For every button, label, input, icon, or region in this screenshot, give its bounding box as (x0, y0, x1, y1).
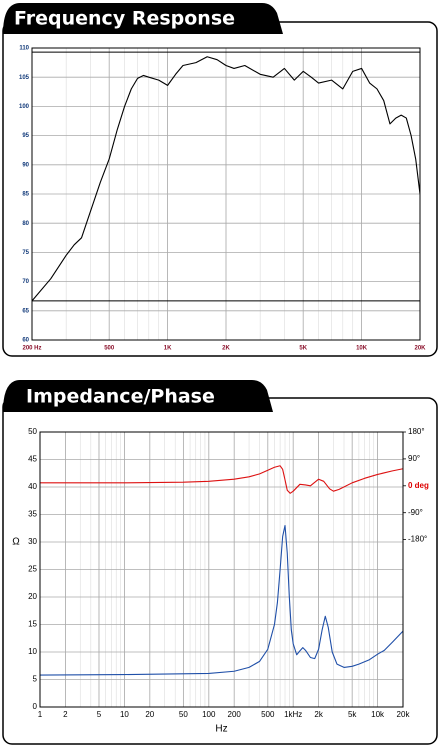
x-tick-label: 10k (371, 710, 385, 719)
panel-frame (2, 21, 438, 357)
y-tick-label: 110 (19, 46, 29, 52)
x-tick-label: 100 (202, 710, 216, 719)
x-tick-label: 5 (97, 710, 102, 719)
plot-frame (39, 431, 404, 708)
y-tick-label: 45 (28, 455, 37, 464)
y2-tick-label: 0 deg (408, 481, 429, 490)
y-tick-label: 20 (28, 592, 37, 601)
x-axis-label: Hz (215, 724, 227, 735)
x-tick-label: 5K (299, 346, 307, 352)
y-tick-label: 30 (28, 537, 37, 546)
x-tick-label: 10 (120, 710, 129, 719)
x-tick-label: 500 (104, 346, 115, 352)
x-tick-label: 2 (63, 710, 68, 719)
series-line (39, 524, 404, 676)
panel-tab (3, 3, 283, 34)
x-tick-label: 1 (38, 710, 43, 719)
y-tick-label: 75 (22, 250, 29, 256)
panel-tab (3, 380, 273, 412)
y-tick-label: 5 (33, 675, 38, 684)
y-tick-label: 100 (19, 104, 30, 110)
x-tick-label: 20K (414, 346, 426, 352)
x-tick-label: 200 (228, 710, 242, 719)
y-axis-label: Ω (12, 537, 20, 548)
x-tick-label: 500 (261, 710, 275, 719)
panel-frame (2, 397, 438, 745)
x-tick-label: 50 (179, 710, 188, 719)
y2-tick-label: -90° (408, 508, 423, 517)
plot-frame (31, 47, 421, 341)
x-tick-label: 20k (397, 710, 411, 719)
y-tick-label: 40 (28, 482, 37, 491)
y-tick-label: 0 (33, 702, 38, 711)
y-tick-label: 50 (28, 427, 37, 436)
y-tick-label: 80 (22, 221, 29, 227)
y-tick-label: 95 (22, 133, 29, 139)
x-tick-label: 1K (164, 346, 172, 352)
x-tick-label: 2K (222, 346, 230, 352)
series-line (40, 465, 404, 494)
series-line (31, 56, 421, 302)
y-tick-label: 10 (28, 647, 37, 656)
x-tick-label: 200 Hz (22, 346, 41, 352)
y2-tick-label: 90° (408, 454, 420, 463)
y-tick-label: 70 (22, 279, 29, 285)
y-tick-label: 90 (22, 162, 29, 168)
y-tick-label: 35 (28, 510, 37, 519)
y-tick-label: 105 (19, 75, 30, 81)
y-tick-label: 60 (22, 338, 29, 344)
x-tick-label: 5k (348, 710, 357, 719)
x-tick-label: 20 (145, 710, 154, 719)
x-tick-label: 2k (314, 710, 323, 719)
y-tick-label: 25 (28, 565, 37, 574)
chart-title: Impedance/Phase (26, 386, 215, 408)
y2-tick-label: 180° (408, 427, 425, 436)
y-tick-label: 15 (28, 620, 37, 629)
chart-title: Frequency Response (14, 8, 235, 30)
y-tick-label: 65 (22, 308, 29, 314)
x-tick-label: 1kHz (284, 710, 302, 719)
y-tick-label: 85 (22, 192, 29, 198)
y2-tick-label: -180° (408, 535, 427, 544)
x-tick-label: 10K (356, 346, 368, 352)
